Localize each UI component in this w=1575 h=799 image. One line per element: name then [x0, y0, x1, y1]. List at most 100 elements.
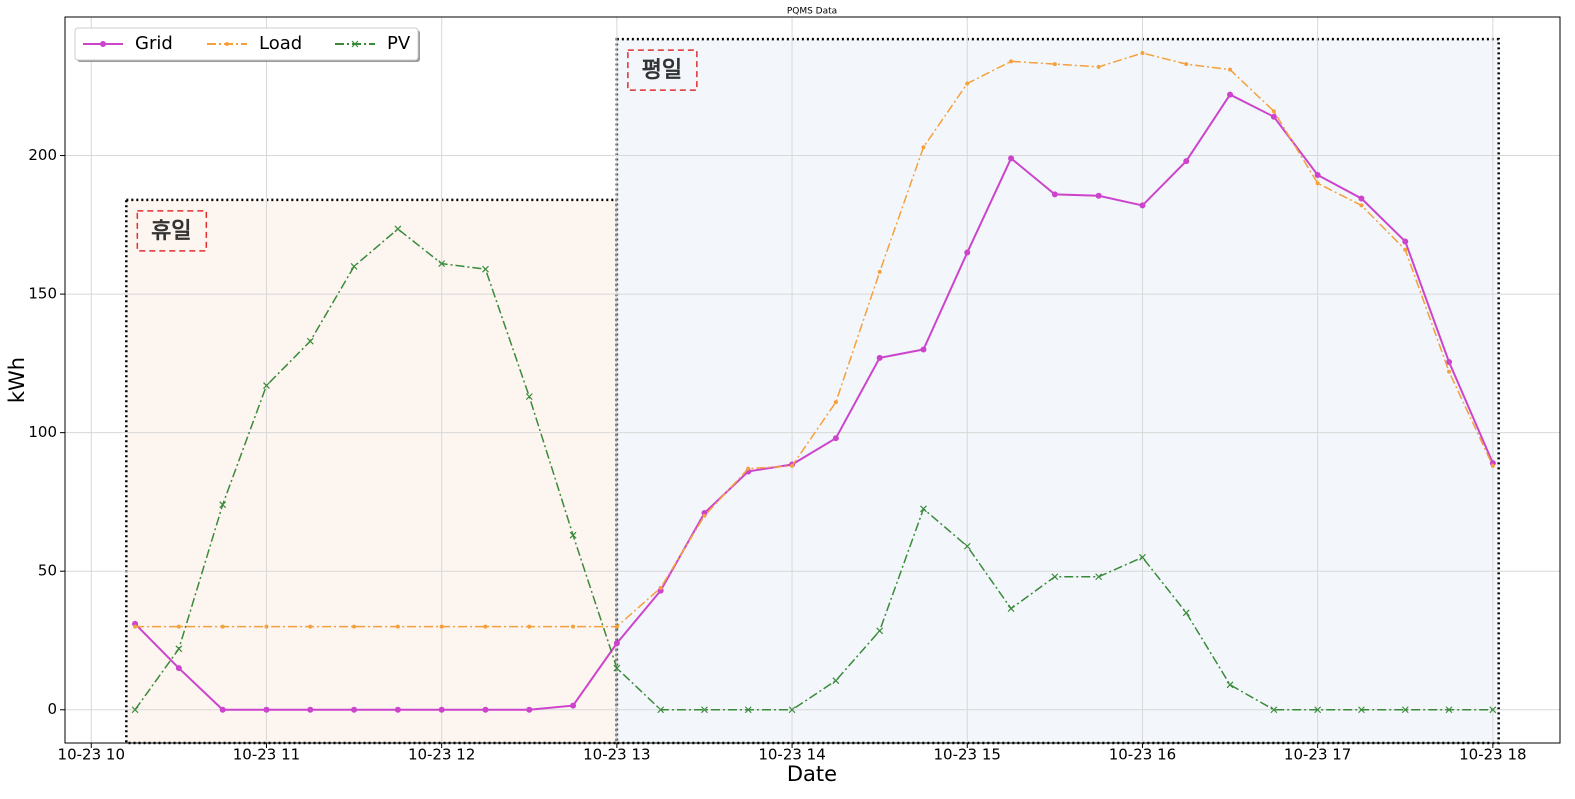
- marker: [657, 706, 665, 714]
- x-tick-label: 10-23 10: [58, 746, 125, 764]
- legend-label: Load: [259, 33, 302, 54]
- marker: [1182, 609, 1190, 617]
- marker: [394, 225, 402, 233]
- region: [615, 37, 1500, 745]
- marker: [702, 513, 707, 518]
- marker: [964, 249, 971, 256]
- marker: [613, 640, 620, 647]
- series-line: [134, 228, 1493, 711]
- region: [125, 198, 619, 745]
- marker: [965, 81, 970, 86]
- x-tick-label: 10-23 13: [583, 746, 650, 764]
- marker: [1447, 369, 1452, 374]
- marker: [175, 665, 182, 672]
- marker: [176, 624, 181, 629]
- marker: [526, 706, 533, 713]
- marker: [263, 706, 270, 713]
- marker: [219, 706, 226, 713]
- marker: [1009, 59, 1014, 64]
- marker: [1007, 605, 1015, 613]
- region-label-box: [627, 49, 698, 91]
- marker: [1271, 109, 1276, 114]
- marker: [701, 706, 708, 714]
- legend-label: Grid: [135, 33, 173, 54]
- marker: [264, 624, 269, 629]
- series-line: [134, 93, 1494, 711]
- marker: [219, 501, 227, 509]
- marker: [1140, 51, 1145, 56]
- marker: [1359, 203, 1364, 208]
- marker: [220, 624, 225, 629]
- x-tick-label: 10-23 18: [1459, 746, 1526, 764]
- y-tick-label: 100: [28, 423, 57, 441]
- marker: [1270, 706, 1278, 714]
- marker: [746, 466, 751, 471]
- marker: [100, 41, 106, 47]
- marker: [263, 382, 270, 389]
- marker: [877, 269, 882, 274]
- x-tick-label: 10-23 17: [1284, 746, 1351, 764]
- marker: [921, 145, 926, 150]
- marker: [1314, 171, 1321, 178]
- marker: [395, 624, 400, 629]
- marker: [1051, 191, 1058, 198]
- marker: [527, 624, 532, 629]
- marker: [1227, 91, 1234, 98]
- y-axis-label: kWh: [5, 357, 29, 403]
- marker: [1183, 158, 1190, 165]
- marker: [1008, 155, 1015, 162]
- marker: [1358, 706, 1365, 714]
- marker: [788, 706, 796, 714]
- marker: [1228, 67, 1233, 72]
- x-tick-label: 10-23 12: [408, 746, 475, 764]
- marker: [131, 706, 139, 714]
- marker: [307, 706, 314, 713]
- marker: [352, 624, 357, 629]
- y-tick-label: 200: [28, 146, 57, 164]
- marker: [614, 624, 619, 629]
- marker: [1095, 573, 1103, 581]
- marker: [306, 337, 314, 345]
- marker: [394, 706, 401, 713]
- marker: [1446, 358, 1453, 365]
- marker: [482, 706, 489, 713]
- marker: [570, 702, 577, 709]
- y-tick-label: 0: [47, 700, 57, 718]
- x-tick-label: 10-23 15: [934, 746, 1001, 764]
- marker: [790, 463, 795, 468]
- x-tick-label: 10-23 11: [233, 746, 300, 764]
- marker: [1096, 64, 1101, 69]
- marker: [832, 677, 840, 685]
- marker: [1402, 238, 1409, 245]
- marker: [1139, 553, 1146, 561]
- marker: [920, 346, 927, 353]
- legend-label: PV: [387, 33, 411, 54]
- marker: [351, 40, 359, 48]
- marker: [571, 624, 576, 629]
- marker: [1403, 247, 1408, 252]
- marker: [658, 585, 663, 590]
- marker: [1184, 62, 1189, 67]
- marker: [1270, 113, 1277, 120]
- marker: [225, 42, 229, 46]
- marker: [351, 706, 358, 713]
- marker: [1314, 706, 1322, 714]
- region-label: 휴일: [151, 219, 191, 244]
- marker: [613, 664, 621, 672]
- marker: [876, 354, 883, 361]
- marker: [744, 706, 752, 714]
- marker: [483, 624, 488, 629]
- marker: [1401, 706, 1409, 714]
- marker: [1490, 463, 1495, 468]
- marker: [175, 645, 183, 653]
- marker: [482, 265, 489, 273]
- marker: [350, 262, 358, 270]
- marker: [133, 624, 138, 629]
- marker: [439, 624, 444, 629]
- marker: [1095, 192, 1102, 199]
- series-line: [135, 52, 1494, 628]
- marker: [832, 435, 839, 442]
- marker: [1052, 62, 1057, 67]
- chart-title: PQMS Data: [787, 7, 837, 17]
